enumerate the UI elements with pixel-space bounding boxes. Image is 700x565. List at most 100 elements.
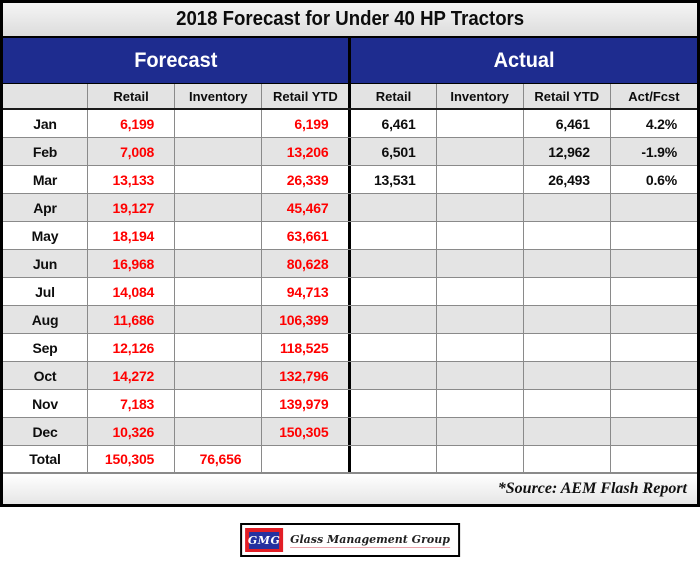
column-header-row: Retail Inventory Retail YTD Retail Inven… [3,84,697,110]
value-cell [348,334,435,361]
value-cell: 94,713 [261,278,348,305]
value-cell [522,446,610,472]
table-row: Mar 13,133 26,339 13,531 26,493 0.6% [3,166,697,194]
table-row: Dec 10,326 150,305 [3,418,697,446]
value-cell [435,278,523,305]
table-row: Sep 12,126 118,525 [3,334,697,362]
value-cell [348,390,435,417]
corner-cell [3,84,87,108]
month-cell: Aug [31,311,59,328]
forecast-group-header: Forecast [3,38,349,83]
month-cell: Apr [33,199,57,216]
value-cell [435,250,523,277]
value-cell: 45,467 [261,194,348,221]
table-row: Feb 7,008 13,206 6,501 12,962 -1.9% [3,138,697,166]
value-cell [435,446,523,472]
month-cell: May [31,227,59,244]
column-header-forecast-retail-ytd: Retail YTD [261,84,348,108]
value-cell: 13,206 [261,138,348,165]
month-cell: Jul [35,283,55,300]
report-table: 2018 Forecast for Under 40 HP Tractors F… [0,0,700,507]
value-cell [435,138,523,165]
value-cell [435,334,523,361]
value-cell: 12,962 [522,138,610,165]
value-cell: 12,126 [87,334,174,361]
value-cell [522,222,610,249]
value-cell [522,278,610,305]
value-cell [435,390,523,417]
month-cell: Total [29,451,61,467]
value-cell [522,418,610,445]
value-cell: 10,326 [87,418,174,445]
table-body: Jan 6,199 6,199 6,461 6,461 4.2% Feb 7,008 13,20… [3,110,697,474]
value-cell [435,362,523,389]
column-header-actual-retail: Retail [348,84,435,108]
logo-mark: GMG [245,528,284,552]
value-cell: 19,127 [87,194,174,221]
logo-company-name: Glass Management Group [290,532,450,548]
value-cell [174,166,261,193]
value-cell [174,362,261,389]
table-row: Jul 14,084 94,713 [3,278,697,306]
value-cell: 76,656 [174,446,261,472]
value-cell: 7,183 [87,390,174,417]
value-cell: 13,531 [348,166,435,193]
column-header-forecast-retail: Retail [87,84,174,108]
title-bar: 2018 Forecast for Under 40 HP Tractors [3,3,697,38]
value-cell [348,222,435,249]
value-cell [435,222,523,249]
month-cell: Sep [32,339,58,356]
table-row: Oct 14,272 132,796 [3,362,697,390]
value-cell: 6,199 [87,110,174,137]
value-cell [609,278,697,305]
value-cell [348,250,435,277]
value-cell: 80,628 [261,250,348,277]
month-cell: Jan [33,115,57,132]
value-cell [609,194,697,221]
value-cell [348,278,435,305]
value-cell [609,250,697,277]
value-cell: 139,979 [261,390,348,417]
column-header-act-fcst: Act/Fcst [609,84,697,108]
value-cell [435,194,523,221]
value-cell: 150,305 [87,446,174,472]
value-cell: 6,501 [348,138,435,165]
value-cell: 26,493 [522,166,610,193]
value-cell [261,446,348,472]
value-cell: 16,968 [87,250,174,277]
value-cell [609,418,697,445]
table-row: Apr 19,127 45,467 [3,194,697,222]
value-cell: 106,399 [261,306,348,333]
value-cell: 13,133 [87,166,174,193]
value-cell [435,418,523,445]
value-cell [174,390,261,417]
value-cell [522,362,610,389]
month-cell: Dec [32,423,58,440]
value-cell: 18,194 [87,222,174,249]
value-cell [174,194,261,221]
value-cell: 6,199 [261,110,348,137]
value-cell: -1.9% [609,138,697,165]
forecast-group-label: Forecast [134,48,218,72]
value-cell [174,418,261,445]
total-row: Total 150,305 76,656 [3,446,697,474]
actual-group-header: Actual [348,38,697,83]
value-cell: 4.2% [609,110,697,137]
source-note: *Source: AEM Flash Report [497,480,687,497]
value-cell [435,166,523,193]
table-row: Jun 16,968 80,628 [3,250,697,278]
month-cell: Mar [32,171,58,188]
source-row: *Source: AEM Flash Report [3,474,697,504]
value-cell [609,446,697,472]
value-cell [174,334,261,361]
value-cell: 6,461 [348,110,435,137]
gmg-logo: GMG Glass Management Group [240,523,460,557]
group-header-band: Forecast Actual [3,38,697,84]
value-cell [435,306,523,333]
month-cell: Nov [32,395,58,412]
table-row: Jan 6,199 6,199 6,461 6,461 4.2% [3,110,697,138]
value-cell [609,306,697,333]
value-cell: 7,008 [87,138,174,165]
value-cell: 14,272 [87,362,174,389]
value-cell [348,306,435,333]
